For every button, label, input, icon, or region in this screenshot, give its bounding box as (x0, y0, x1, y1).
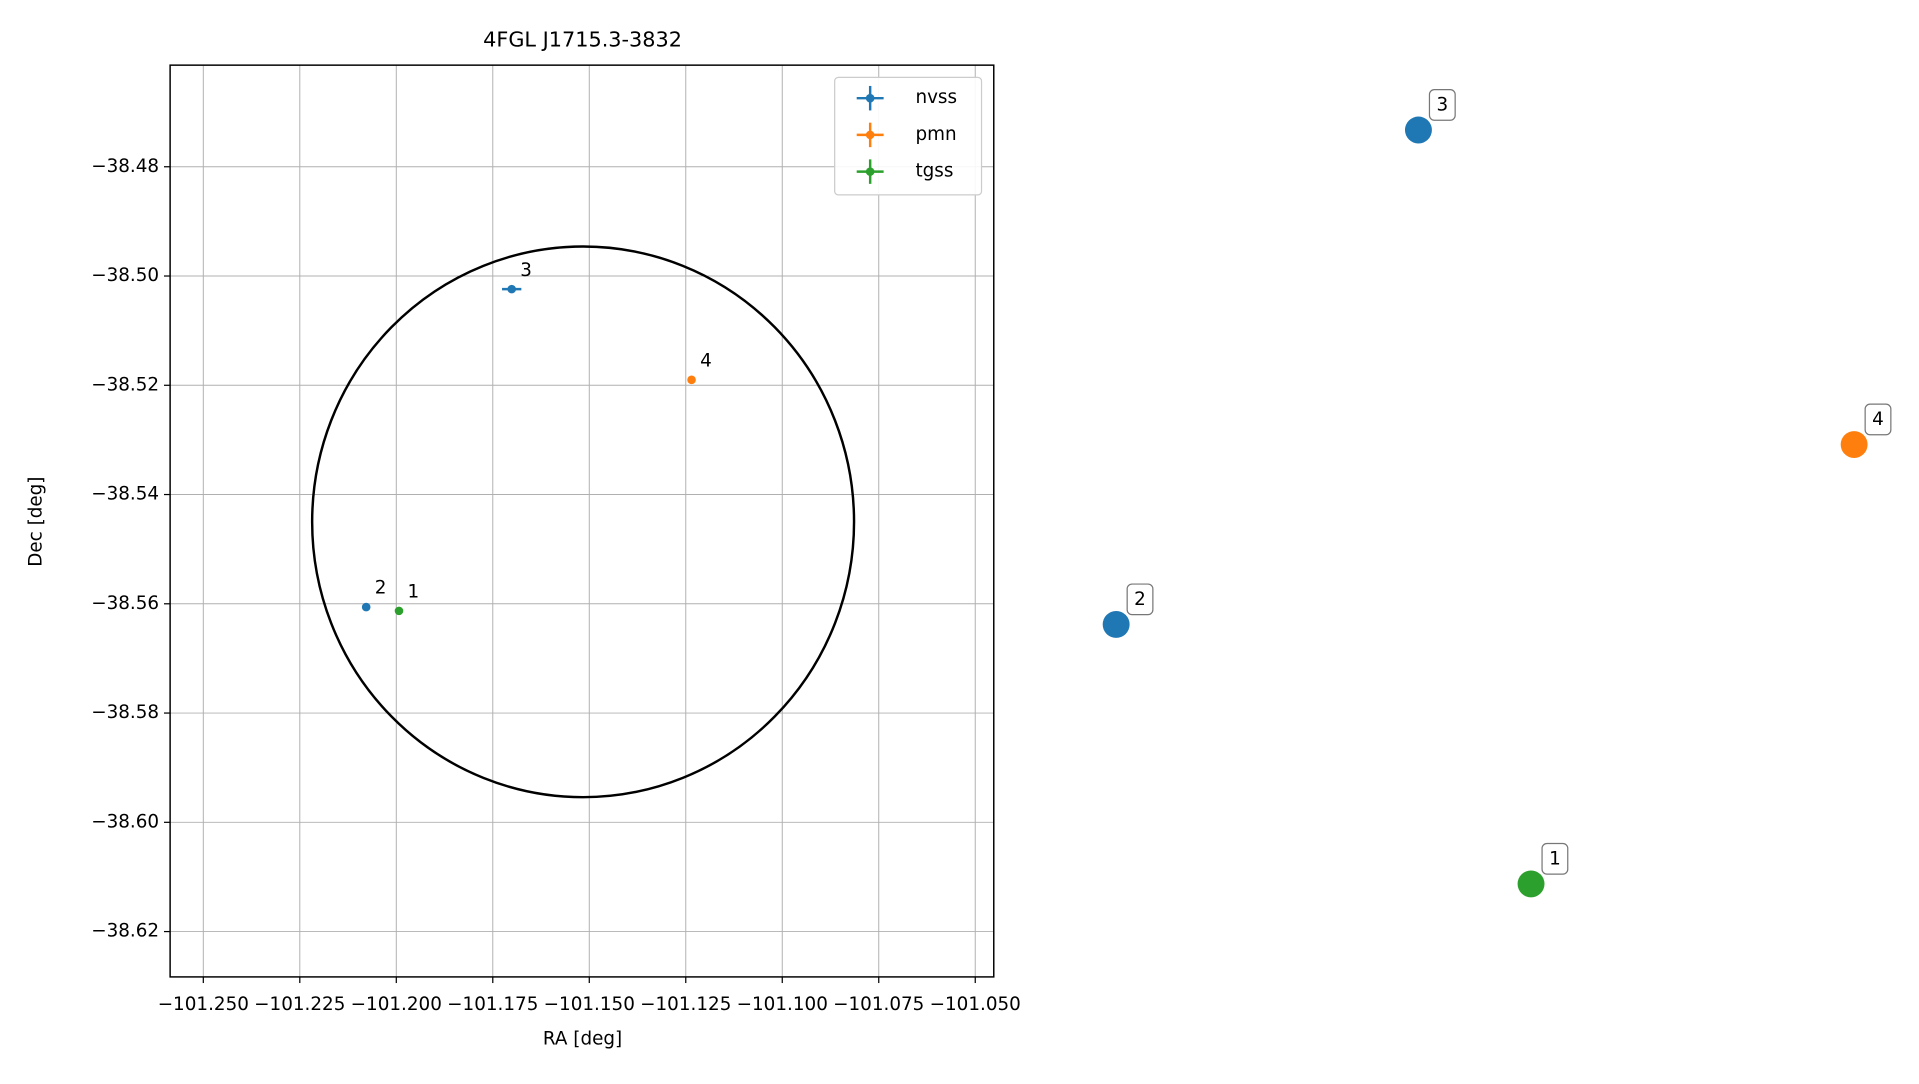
point (394, 606, 404, 616)
legend: nvss pmn tgss (834, 76, 983, 196)
x-tick-label: −101.225 (254, 994, 345, 1015)
y-tick-label: −38.54 (91, 484, 159, 505)
point (507, 284, 516, 294)
y-tick-label: −38.50 (91, 265, 159, 286)
x-tick-label: −101.100 (737, 994, 828, 1015)
legend-swatch (865, 167, 875, 176)
y-tick-label: −38.56 (91, 593, 159, 614)
x-tick-label: −101.075 (833, 994, 924, 1015)
y-tick-label: −38.58 (91, 702, 159, 723)
x-tick-label: −101.125 (640, 994, 731, 1015)
x-tick-label: −101.175 (447, 994, 538, 1015)
marker (1517, 870, 1545, 898)
x-tick-label: −101.250 (158, 994, 249, 1015)
y-tick-label: −38.62 (91, 921, 159, 942)
point (687, 375, 696, 385)
point-label: 1 (408, 582, 420, 603)
marker-label: 3 (1436, 95, 1448, 116)
marker (1404, 116, 1432, 144)
x-tick-label: −101.050 (930, 994, 1021, 1015)
marker-label: 2 (1134, 589, 1146, 610)
y-axis-label: Dec [deg] (26, 477, 47, 567)
x-tick-label: −101.150 (544, 994, 635, 1015)
error-ellipse (310, 245, 856, 799)
marker-label-box (1126, 583, 1154, 616)
legend-swatch (865, 130, 875, 140)
plot-frame (169, 64, 995, 978)
marker-label: 4 (1872, 409, 1884, 430)
x-tick-label: −101.200 (351, 994, 442, 1015)
legend-label: nvss (915, 87, 957, 108)
point-label: 4 (700, 350, 712, 371)
marker-label-box (1428, 89, 1456, 121)
x-axis-label: RA [deg] (543, 1028, 622, 1049)
marker (1102, 610, 1130, 638)
y-tick-label: −38.60 (91, 811, 159, 832)
marker-label: 1 (1549, 848, 1561, 869)
y-tick-label: −38.52 (91, 374, 159, 395)
legend-swatch (865, 93, 875, 103)
marker (1840, 431, 1868, 459)
point-label: 2 (375, 578, 387, 599)
legend-label: tgss (915, 161, 953, 182)
legend-label: pmn (915, 124, 956, 145)
point-label: 3 (520, 260, 532, 281)
marker-label-box (1541, 842, 1569, 875)
marker-label-box (1864, 403, 1892, 436)
point (361, 602, 371, 612)
y-tick-label: −38.48 (91, 156, 159, 177)
chart-title: 4FGL J1715.3-3832 (483, 28, 682, 52)
